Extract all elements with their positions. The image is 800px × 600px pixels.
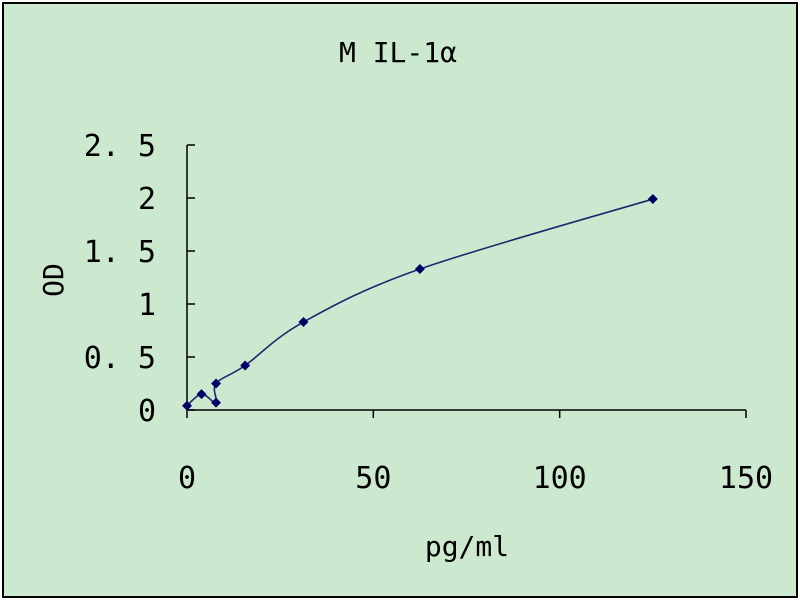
data-point bbox=[211, 397, 222, 408]
y-axis-ticks: 0 0. 5 1 1. 5 2 2. 5 bbox=[84, 129, 195, 429]
data-point bbox=[240, 360, 251, 371]
data-point bbox=[414, 264, 425, 275]
x-tick-label: 150 bbox=[719, 461, 773, 496]
data-point bbox=[182, 400, 192, 411]
x-tick-label: 50 bbox=[355, 461, 391, 496]
x-axis-label: pg/ml bbox=[425, 530, 509, 563]
series-markers bbox=[182, 194, 658, 411]
data-point bbox=[298, 317, 309, 328]
data-point bbox=[196, 389, 207, 400]
y-tick-label: 0 bbox=[138, 394, 156, 429]
series-curve bbox=[186, 198, 654, 407]
chart-title: M IL-1α bbox=[339, 36, 457, 69]
x-axis-ticks: 0 50 100 150 bbox=[178, 410, 773, 496]
x-tick-label: 0 bbox=[178, 461, 196, 496]
y-tick-label: 2. 5 bbox=[84, 129, 156, 164]
y-tick-label: 1. 5 bbox=[84, 235, 156, 270]
y-axis-label: OD bbox=[37, 263, 70, 297]
y-tick-label: 0. 5 bbox=[84, 341, 156, 376]
x-tick-label: 100 bbox=[533, 461, 587, 496]
data-point bbox=[211, 378, 222, 389]
y-tick-label: 1 bbox=[138, 288, 156, 323]
y-tick-label: 2 bbox=[138, 182, 156, 217]
data-point bbox=[647, 194, 658, 205]
chart-axes bbox=[186, 145, 746, 411]
